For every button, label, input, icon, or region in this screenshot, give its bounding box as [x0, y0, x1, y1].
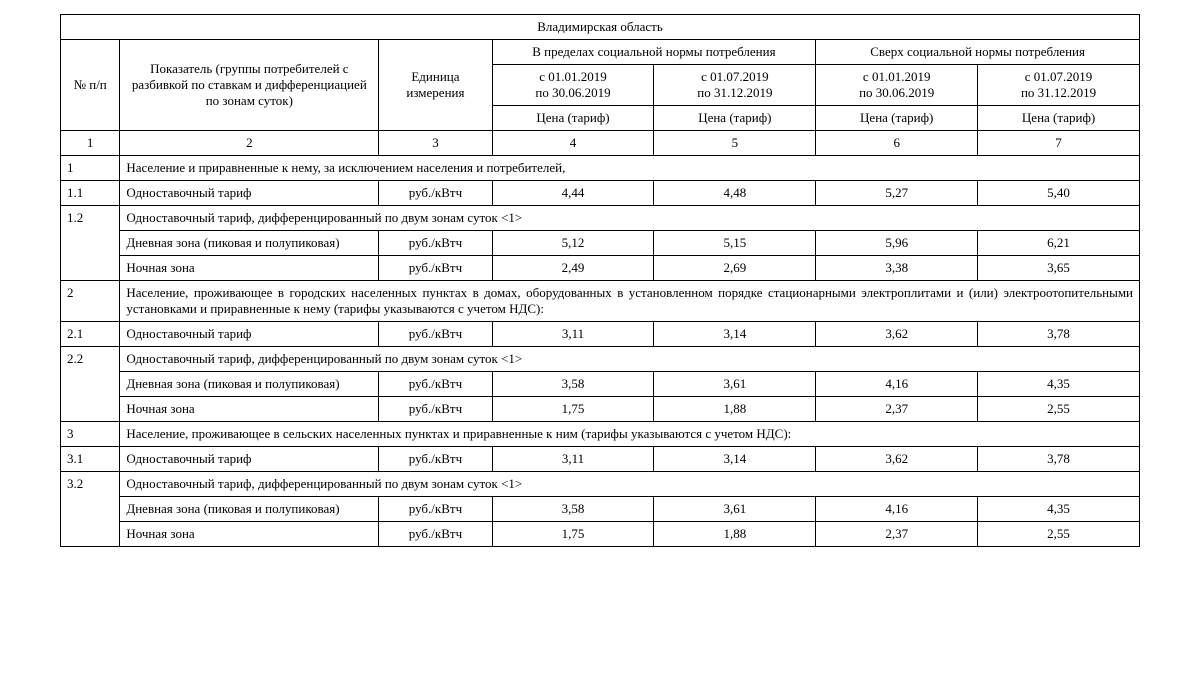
cell: 4,44: [492, 181, 654, 206]
cell: 2,55: [978, 397, 1140, 422]
cell: 6,21: [978, 231, 1140, 256]
region-title: Владимирская область: [61, 15, 1140, 40]
cell: 1,88: [654, 397, 816, 422]
cell: 4,48: [654, 181, 816, 206]
cell: 2,55: [978, 522, 1140, 547]
row-unit: руб./кВтч: [379, 497, 492, 522]
cell: 2,37: [816, 522, 978, 547]
cell: 2,69: [654, 256, 816, 281]
row-num: 1.2: [61, 206, 120, 281]
hdr-price-3: Цена (тариф): [816, 106, 978, 131]
cell: 3,58: [492, 497, 654, 522]
col-num-5: 5: [654, 131, 816, 156]
cell: 1,75: [492, 397, 654, 422]
hdr-unit: Единица измерения: [379, 40, 492, 131]
cell: 3,78: [978, 447, 1140, 472]
cell: 4,35: [978, 497, 1140, 522]
hdr-period-2: с 01.07.2019по 31.12.2019: [654, 65, 816, 106]
row-unit: руб./кВтч: [379, 256, 492, 281]
row-unit: руб./кВтч: [379, 447, 492, 472]
cell: 5,15: [654, 231, 816, 256]
cell: 5,96: [816, 231, 978, 256]
hdr-period-3: с 01.01.2019по 30.06.2019: [816, 65, 978, 106]
row-num: 3.1: [61, 447, 120, 472]
sec-num: 3: [61, 422, 120, 447]
cell: 3,58: [492, 372, 654, 397]
hdr-group-over: Сверх социальной нормы потребления: [816, 40, 1140, 65]
hdr-num: № п/п: [61, 40, 120, 131]
sec-num: 2: [61, 281, 120, 322]
tariff-table: Владимирская область № п/п Показатель (г…: [60, 14, 1140, 547]
row-subtitle: Одноставочный тариф, дифференцированный …: [120, 206, 1140, 231]
hdr-period-1: с 01.01.2019по 30.06.2019: [492, 65, 654, 106]
hdr-group-within: В пределах социальной нормы потребления: [492, 40, 816, 65]
cell: 3,78: [978, 322, 1140, 347]
row-unit: руб./кВтч: [379, 231, 492, 256]
hdr-period-4: с 01.07.2019по 31.12.2019: [978, 65, 1140, 106]
col-num-3: 3: [379, 131, 492, 156]
cell: 3,65: [978, 256, 1140, 281]
row-num: 2.2: [61, 347, 120, 422]
row-unit: руб./кВтч: [379, 397, 492, 422]
row-num: 3.2: [61, 472, 120, 547]
cell: 5,12: [492, 231, 654, 256]
cell: 1,88: [654, 522, 816, 547]
row-label: Дневная зона (пиковая и полупиковая): [120, 231, 379, 256]
row-label: Ночная зона: [120, 522, 379, 547]
row-unit: руб./кВтч: [379, 181, 492, 206]
cell: 3,61: [654, 372, 816, 397]
sec-title: Население, проживающее в городских насел…: [120, 281, 1140, 322]
cell: 1,75: [492, 522, 654, 547]
row-num: 1.1: [61, 181, 120, 206]
cell: 3,62: [816, 322, 978, 347]
cell: 2,37: [816, 397, 978, 422]
row-label: Дневная зона (пиковая и полупиковая): [120, 497, 379, 522]
hdr-price-4: Цена (тариф): [978, 106, 1140, 131]
row-subtitle: Одноставочный тариф, дифференцированный …: [120, 472, 1140, 497]
row-label: Одноставочный тариф: [120, 181, 379, 206]
row-subtitle: Одноставочный тариф, дифференцированный …: [120, 347, 1140, 372]
col-num-6: 6: [816, 131, 978, 156]
row-label: Ночная зона: [120, 397, 379, 422]
cell: 3,38: [816, 256, 978, 281]
hdr-price-2: Цена (тариф): [654, 106, 816, 131]
row-unit: руб./кВтч: [379, 522, 492, 547]
cell: 4,16: [816, 497, 978, 522]
row-unit: руб./кВтч: [379, 322, 492, 347]
cell: 3,11: [492, 447, 654, 472]
hdr-indicator: Показатель (группы потребителей с разбив…: [120, 40, 379, 131]
row-label: Одноставочный тариф: [120, 447, 379, 472]
cell: 3,14: [654, 322, 816, 347]
row-num: 2.1: [61, 322, 120, 347]
sec-title: Население, проживающее в сельских населе…: [120, 422, 1140, 447]
cell: 3,61: [654, 497, 816, 522]
cell: 3,14: [654, 447, 816, 472]
sec-title: Население и приравненные к нему, за искл…: [120, 156, 1140, 181]
col-num-2: 2: [120, 131, 379, 156]
hdr-price-1: Цена (тариф): [492, 106, 654, 131]
cell: 4,16: [816, 372, 978, 397]
col-num-7: 7: [978, 131, 1140, 156]
cell: 5,40: [978, 181, 1140, 206]
cell: 3,62: [816, 447, 978, 472]
cell: 2,49: [492, 256, 654, 281]
row-label: Одноставочный тариф: [120, 322, 379, 347]
cell: 3,11: [492, 322, 654, 347]
col-num-4: 4: [492, 131, 654, 156]
row-unit: руб./кВтч: [379, 372, 492, 397]
row-label: Дневная зона (пиковая и полупиковая): [120, 372, 379, 397]
col-num-1: 1: [61, 131, 120, 156]
sec-num: 1: [61, 156, 120, 181]
row-label: Ночная зона: [120, 256, 379, 281]
cell: 5,27: [816, 181, 978, 206]
cell: 4,35: [978, 372, 1140, 397]
